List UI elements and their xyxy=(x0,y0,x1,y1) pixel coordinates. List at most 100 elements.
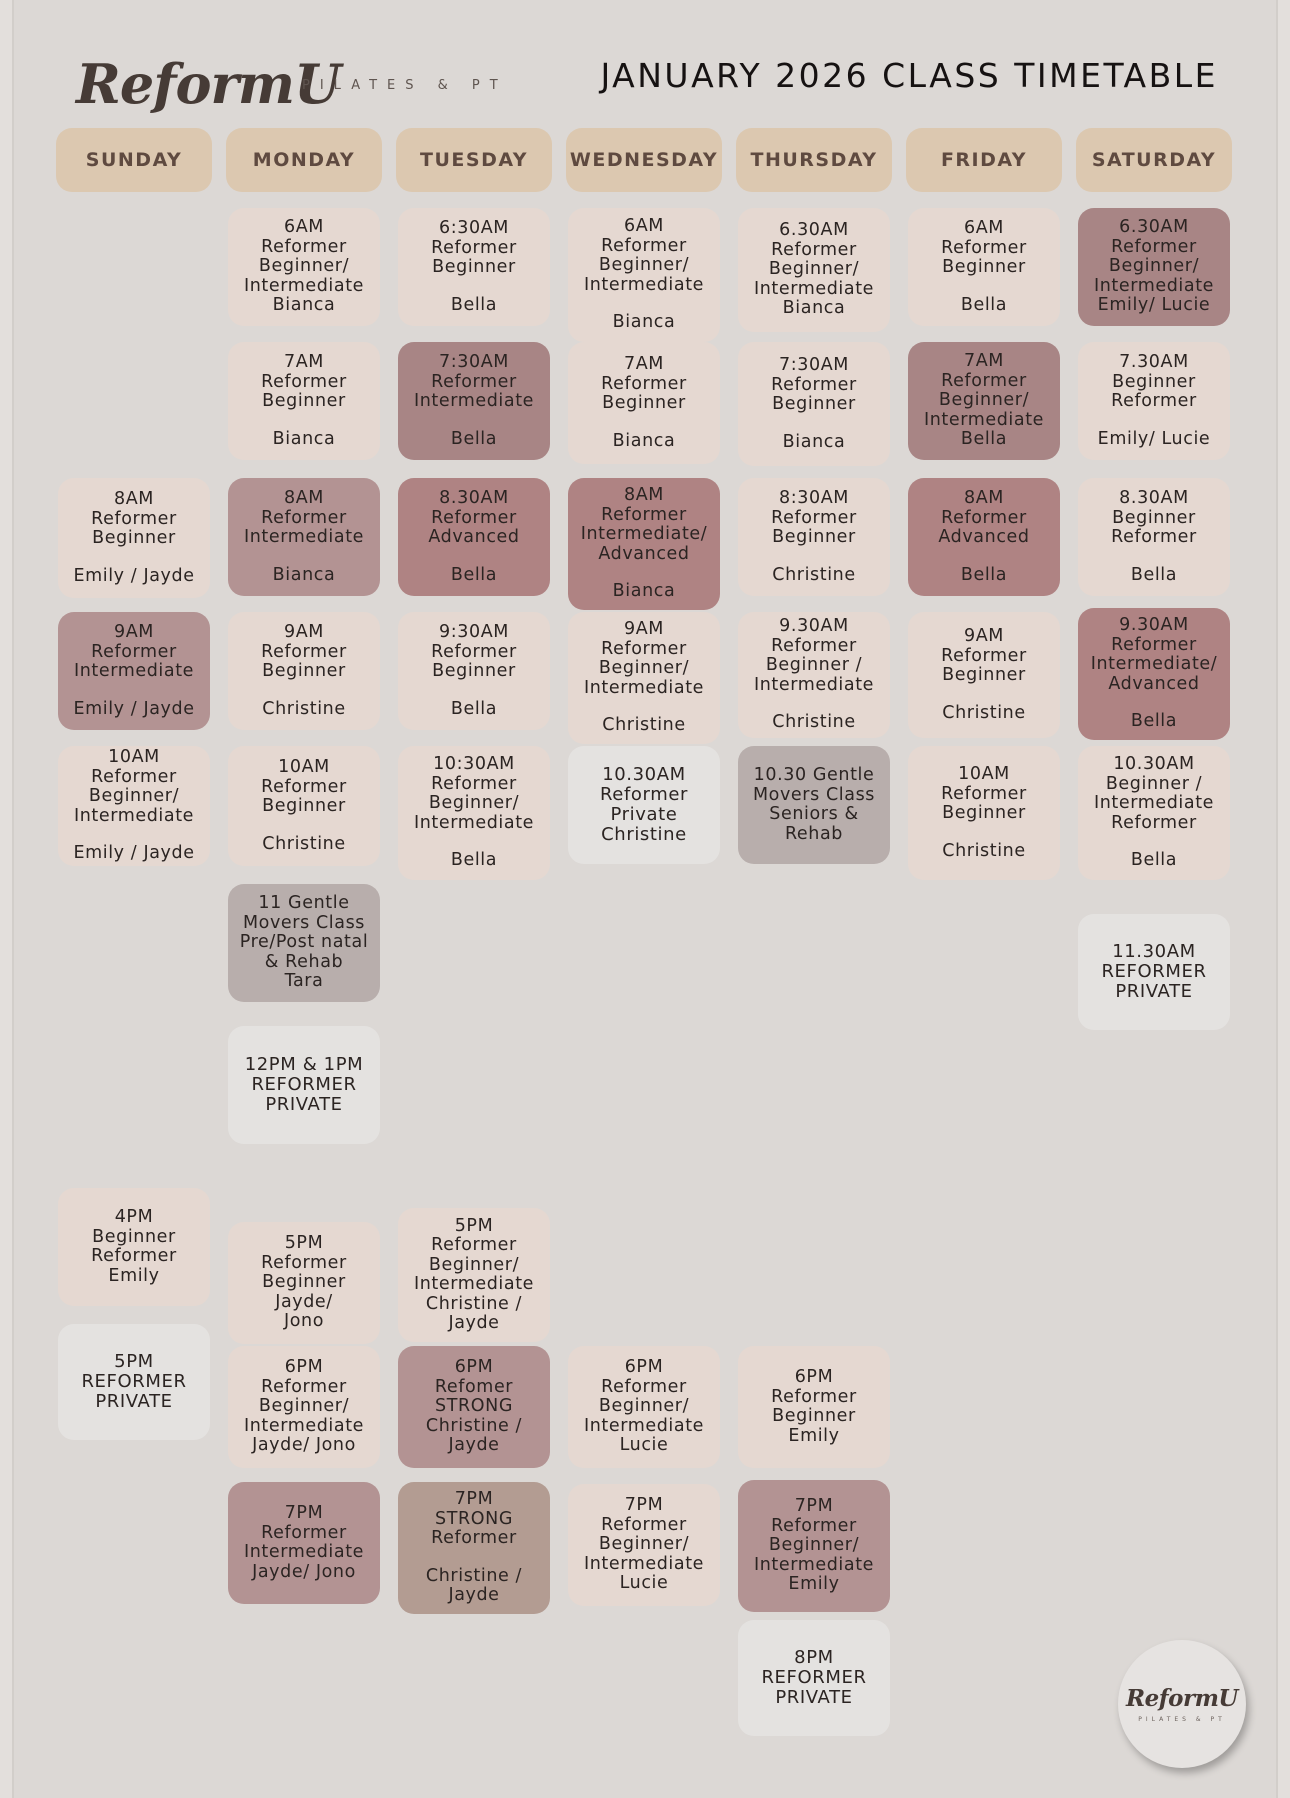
class-card-monday-3: 8AM Reformer Intermediate Bianca xyxy=(228,478,380,596)
class-time: 7PM xyxy=(624,1495,664,1516)
class-card-monday-7: 12PM & 1PM REFORMER PRIVATE xyxy=(228,1026,380,1144)
class-detail: Beginner xyxy=(1112,371,1196,392)
class-instructor: Bianca xyxy=(272,428,336,449)
class-card-friday-4: 9AM Reformer Beginner Christine xyxy=(908,612,1060,738)
class-card-friday-5: 10AM Reformer Beginner Christine xyxy=(908,746,1060,880)
class-card-saturday-2: 7.30AM Beginner Reformer Emily/ Lucie xyxy=(1078,342,1230,460)
class-detail: Reformer xyxy=(771,239,857,260)
class-detail: Advanced xyxy=(598,543,690,564)
class-detail: Beginner/ xyxy=(1108,256,1200,277)
class-card-monday-1: 6AM Reformer Beginner/Intermediate Bianca xyxy=(228,208,380,326)
class-detail: Jayde/ Jono xyxy=(252,1561,356,1582)
class-detail: Reformer xyxy=(941,645,1027,666)
class-time: 9AM xyxy=(113,622,154,642)
class-detail: Reformer xyxy=(261,641,347,662)
class-detail: Jono xyxy=(283,1311,325,1332)
class-detail: REFORMER xyxy=(81,1371,187,1392)
class-card-thursday-1: 6.30AM Reformer Beginner/Intermediate Bianc… xyxy=(738,208,890,332)
class-detail: Beginner/ xyxy=(428,793,520,814)
class-detail: Intermediate xyxy=(753,1554,875,1575)
class-detail: Beginner / xyxy=(1105,773,1203,794)
class-card-thursday-5: 10.30 Gentle Movers Class Seniors & Rehab xyxy=(738,746,890,864)
class-card-sunday-2: 9AM Reformer Intermediate Emily / Jayde xyxy=(58,612,210,730)
class-card-thursday-6: 6PM Reformer Beginner Emily xyxy=(738,1346,890,1468)
class-detail: Christine xyxy=(601,824,687,845)
class-instructor: Bella xyxy=(450,698,498,719)
class-detail: Lucie xyxy=(619,1573,669,1594)
class-time: 11 Gentle xyxy=(258,893,350,914)
class-card-saturday-1: 6.30AM Reformer Beginner/Intermediate Emily… xyxy=(1078,208,1230,326)
class-detail: Intermediate xyxy=(243,1415,365,1436)
class-detail: Intermediate xyxy=(753,278,875,299)
class-time: 10AM xyxy=(958,764,1010,784)
class-time: 7.30AM xyxy=(1119,352,1189,372)
class-detail: Movers Class xyxy=(752,784,876,805)
class-detail: Reformer xyxy=(91,766,177,787)
class-detail: Beginner/ xyxy=(598,255,690,276)
class-detail: & Rehab xyxy=(264,951,344,972)
class-detail: Beginner / xyxy=(765,655,863,676)
class-detail: Christine / xyxy=(425,1415,523,1436)
day-header-thursday: THURSDAY xyxy=(736,128,892,192)
class-detail: Reformer xyxy=(1111,527,1197,547)
class-detail: Reformer xyxy=(261,371,347,392)
class-card-thursday-3: 8:30AM Reformer Beginner Christine xyxy=(738,478,890,596)
class-time: 9AM xyxy=(283,622,324,642)
class-detail: Christine / xyxy=(425,1293,523,1314)
class-instructor: Christine xyxy=(772,712,856,733)
class-detail: Reformer xyxy=(431,507,517,528)
brand-logo: ReformU xyxy=(76,52,341,116)
class-time: 8AM xyxy=(963,488,1004,508)
class-detail: Intermediate xyxy=(413,812,535,833)
class-card-monday-5: 10AM Reformer Beginner Christine xyxy=(228,746,380,866)
class-time: 9.30AM xyxy=(1119,615,1189,636)
class-card-friday-1: 6AM Reformer Beginner Bella xyxy=(908,208,1060,326)
class-detail: Bianca xyxy=(782,298,846,319)
class-detail: Beginner xyxy=(92,528,176,548)
class-card-monday-6: 11 Gentle Movers Class Pre/Post natal & Reh… xyxy=(228,884,380,1002)
class-detail: Intermediate xyxy=(583,677,705,698)
badge-logo: ReformU xyxy=(1126,1685,1239,1712)
class-detail: Reformer xyxy=(431,237,517,258)
day-header-friday: FRIDAY xyxy=(906,128,1062,192)
day-header-tuesday: TUESDAY xyxy=(396,128,552,192)
class-detail: Reformer xyxy=(1111,634,1197,655)
class-detail: Intermediate xyxy=(73,661,195,681)
class-detail: Reformer xyxy=(771,507,857,528)
class-time: 6PM xyxy=(454,1357,494,1378)
class-detail: STRONG xyxy=(435,1508,513,1529)
class-instructor: Bianca xyxy=(612,312,676,333)
class-instructor: Bella xyxy=(450,294,498,315)
class-detail: Reformer xyxy=(771,374,857,395)
class-instructor: Bianca xyxy=(612,430,676,451)
class-detail: Reformer xyxy=(771,1515,857,1536)
class-instructor: Emily / Jayde xyxy=(73,698,195,719)
class-card-tuesday-8: 7PM STRONG Reformer Christine / Jayde xyxy=(398,1482,550,1614)
class-time: 6.30AM xyxy=(779,220,849,241)
class-detail: Beginner xyxy=(262,796,346,816)
class-detail: Emily xyxy=(108,1265,160,1286)
class-detail: Bianca xyxy=(272,295,336,316)
class-detail: Reformer xyxy=(601,638,687,659)
class-detail: Beginner/ xyxy=(768,1535,860,1556)
class-detail: Beginner xyxy=(942,803,1026,823)
class-card-thursday-8: 8PM REFORMER PRIVATE xyxy=(738,1620,890,1736)
day-header-saturday: SATURDAY xyxy=(1076,128,1232,192)
class-detail: Intermediate xyxy=(1093,793,1215,814)
class-card-saturday-5: 10.30AM Beginner / Intermediate Reformer Bel… xyxy=(1078,746,1230,880)
class-time: 8AM xyxy=(623,485,664,506)
class-instructor: Bella xyxy=(450,428,498,449)
page-title: JANUARY 2026 CLASS TIMETABLE xyxy=(600,56,1218,95)
class-time: 8PM xyxy=(794,1647,834,1668)
class-detail: Reformer xyxy=(771,635,857,656)
class-detail: Intermediate xyxy=(243,275,365,296)
class-detail: Reformer xyxy=(261,1252,347,1273)
class-detail: Jayde/ Jono xyxy=(252,1435,356,1456)
class-detail: Beginner/ xyxy=(938,390,1030,411)
class-instructor: Bella xyxy=(960,294,1008,315)
class-time: 10AM xyxy=(278,757,330,777)
class-detail: Reformer xyxy=(601,373,687,394)
class-time: 10AM xyxy=(108,747,160,768)
day-header-monday: MONDAY xyxy=(226,128,382,192)
